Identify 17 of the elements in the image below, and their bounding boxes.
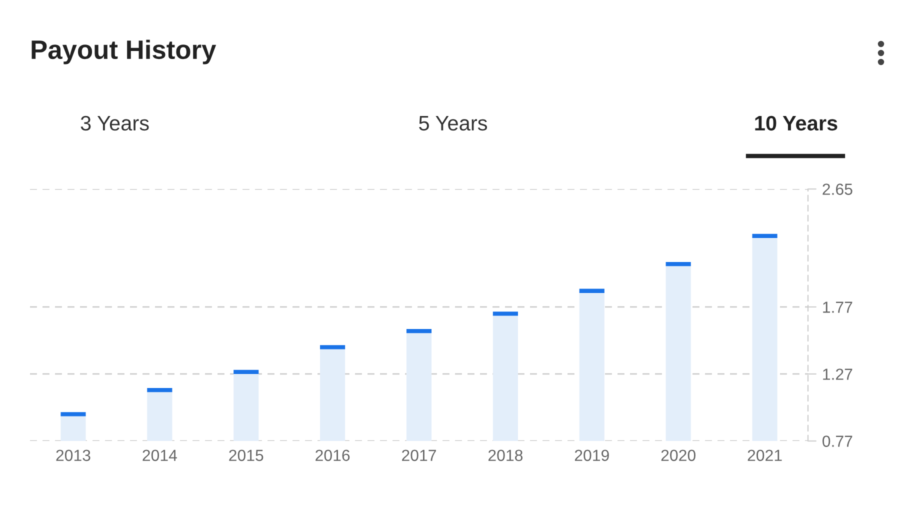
text: 3 Years [80,116,149,131]
text: 5 Years [419,116,488,131]
x-tick-label: 2020 [661,450,696,462]
y-tick-label: 1.27 [823,368,852,380]
x-tick-label: 2019 [574,450,609,462]
x-tick-label: 2017 [402,450,436,462]
x-tick-label: 2013 [56,450,90,462]
x-tick-label: 2016 [316,450,350,462]
x-tick-label: 2021 [748,450,782,462]
x-tick-label: 2014 [142,450,177,462]
chart-title: Payout History [32,40,216,64]
text: 10 Years [755,116,838,131]
x-tick-label: 2015 [229,450,264,462]
y-tick-label: 2.65 [822,184,852,195]
y-tick-label: 1.77 [823,302,852,313]
y-tick-label: 0.77 [822,436,852,447]
x-tick-label: 2018 [488,450,523,462]
